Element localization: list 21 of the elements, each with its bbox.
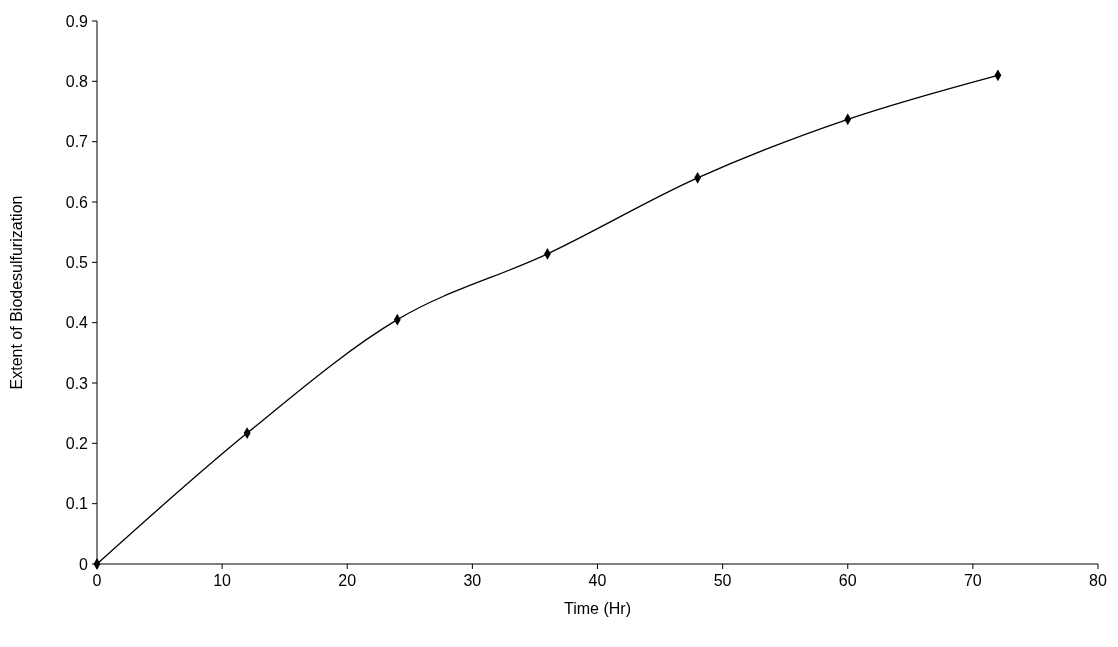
x-tick-label: 40 (588, 572, 607, 589)
y-tick-label: 0.5 (65, 253, 89, 271)
x-tick-label: 30 (463, 572, 482, 589)
x-tick-label: 60 (838, 572, 857, 589)
y-tick-label: 0.1 (65, 495, 89, 513)
y-tick-label: 0.2 (65, 434, 89, 452)
x-tick-label: 20 (338, 572, 357, 589)
y-tick-label: 0 (79, 555, 89, 573)
y-tick-label: 0.8 (65, 72, 89, 90)
x-axis-title: Time (Hr) (564, 600, 631, 617)
x-tick-label: 80 (1089, 572, 1107, 589)
x-tick-label: 10 (213, 572, 232, 589)
y-tick-label: 0.6 (65, 193, 89, 211)
y-tick-label: 0.3 (65, 374, 89, 392)
y-axis-title: Extent of Biodesulfurization (8, 195, 25, 390)
x-tick-label: 0 (92, 572, 102, 589)
x-tick-label: 50 (713, 572, 732, 589)
y-tick-label: 0.4 (65, 314, 89, 332)
y-tick-label: 0.9 (65, 12, 89, 30)
x-tick-label: 70 (963, 572, 982, 589)
y-tick-label: 0.7 (65, 133, 89, 151)
